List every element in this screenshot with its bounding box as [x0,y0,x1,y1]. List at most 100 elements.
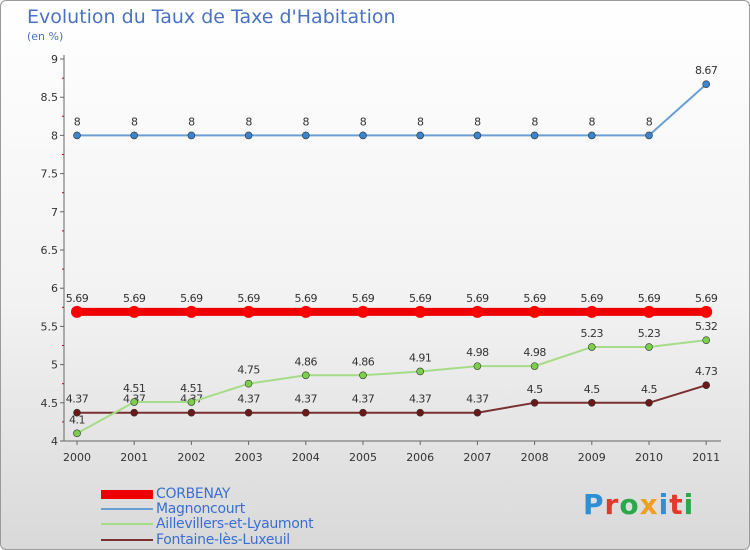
brand-letter: i [684,488,695,521]
data-point-fontaine-les-luxeuil [417,409,424,416]
data-point-corbenay [357,306,369,318]
data-point-fontaine-les-luxeuil [703,382,710,389]
data-point-magnoncourt [646,132,653,139]
brand-letter: P [583,488,605,521]
y-tick-label: 6.5 [41,244,59,257]
data-point-aillevillers-et-lyaumont [474,363,481,370]
y-tick-label: 8.5 [41,91,59,104]
data-point-magnoncourt [188,132,195,139]
data-point-aillevillers-et-lyaumont [531,363,538,370]
data-label-fontaine-les-luxeuil: 4.37 [237,393,260,406]
data-point-magnoncourt [245,132,252,139]
legend-swatch [101,490,153,499]
data-label-corbenay: 5.69 [581,292,604,305]
data-label-magnoncourt: 8 [589,115,596,128]
data-point-fontaine-les-luxeuil [646,399,653,406]
data-point-corbenay [700,306,712,318]
data-point-fontaine-les-luxeuil [588,399,595,406]
data-label-aillevillers-et-lyaumont: 4.86 [295,355,318,368]
data-point-aillevillers-et-lyaumont [360,372,367,379]
data-point-magnoncourt [588,132,595,139]
x-tick-label: 2005 [349,451,377,464]
data-point-magnoncourt [703,81,710,88]
x-tick-label: 2001 [120,451,148,464]
data-label-fontaine-les-luxeuil: 4.37 [66,393,89,406]
data-point-magnoncourt [131,132,138,139]
legend-label: Fontaine-lès-Luxeuil [156,532,290,548]
data-label-fontaine-les-luxeuil: 4.37 [295,393,318,406]
data-point-corbenay [243,306,255,318]
data-label-aillevillers-et-lyaumont: 4.98 [466,346,489,359]
data-point-corbenay [529,306,541,318]
data-label-magnoncourt: 8 [303,115,310,128]
y-tick-label: 5.5 [41,320,59,333]
x-tick-label: 2009 [578,451,606,464]
data-label-corbenay: 5.69 [638,292,661,305]
x-tick-label: 2004 [292,451,320,464]
data-label-aillevillers-et-lyaumont: 5.32 [695,320,718,333]
x-tick-label: 2006 [406,451,434,464]
data-point-fontaine-les-luxeuil [245,409,252,416]
data-point-aillevillers-et-lyaumont [588,344,595,351]
data-point-aillevillers-et-lyaumont [74,430,81,437]
data-point-fontaine-les-luxeuil [302,409,309,416]
data-label-corbenay: 5.69 [409,292,432,305]
brand-logo: Proxiti [583,488,694,521]
data-label-corbenay: 5.69 [180,292,203,305]
data-point-magnoncourt [531,132,538,139]
data-label-fontaine-les-luxeuil: 4.5 [527,383,543,396]
data-label-aillevillers-et-lyaumont: 4.75 [237,364,260,377]
y-tick-label: 5 [51,359,58,372]
legend-label: Aillevillers-et-Lyaumont [156,516,313,532]
data-label-aillevillers-et-lyaumont: 4.91 [409,351,432,364]
data-label-fontaine-les-luxeuil: 4.37 [352,393,375,406]
x-tick-label: 2007 [463,451,491,464]
legend-swatch [101,523,153,525]
data-point-fontaine-les-luxeuil [360,409,367,416]
data-point-fontaine-les-luxeuil [531,399,538,406]
data-label-corbenay: 5.69 [123,292,146,305]
data-label-aillevillers-et-lyaumont: 4.1 [69,413,85,426]
data-point-aillevillers-et-lyaumont [703,337,710,344]
data-point-aillevillers-et-lyaumont [131,399,138,406]
legend-swatch [101,539,153,541]
data-label-magnoncourt: 8 [417,115,424,128]
brand-letter: t [669,488,683,521]
x-tick-label: 2010 [635,451,663,464]
y-tick-label: 7 [51,206,58,219]
data-point-corbenay [414,306,426,318]
series-line-magnoncourt [77,84,706,135]
brand-letter: r [605,488,620,521]
data-label-magnoncourt: 8 [74,115,81,128]
x-tick-label: 2000 [63,451,91,464]
data-point-corbenay [71,306,83,318]
legend-label: Magnoncourt [156,501,245,517]
data-point-aillevillers-et-lyaumont [188,399,195,406]
data-label-fontaine-les-luxeuil: 4.5 [641,383,657,396]
legend-item: Fontaine-lès-Luxeuil [101,532,290,548]
data-point-magnoncourt [417,132,424,139]
data-label-magnoncourt: 8 [245,115,252,128]
legend-item: Magnoncourt [101,501,245,517]
data-point-corbenay [643,306,655,318]
legend-item: Aillevillers-et-Lyaumont [101,516,313,532]
y-tick-label: 4 [51,435,58,448]
y-tick-label: 8 [51,129,58,142]
y-tick-label: 6 [51,282,58,295]
x-tick-label: 2011 [692,451,720,464]
data-label-aillevillers-et-lyaumont: 5.23 [581,327,604,340]
data-point-fontaine-les-luxeuil [188,409,195,416]
y-tick-label: 4.5 [41,397,59,410]
data-point-aillevillers-et-lyaumont [245,380,252,387]
data-label-aillevillers-et-lyaumont: 4.51 [123,382,146,395]
series-line-aillevillers-et-lyaumont [77,340,706,433]
data-label-magnoncourt: 8 [531,115,538,128]
brand-letter: i [659,488,670,521]
series-line-fontaine-les-luxeuil [77,385,706,413]
data-point-fontaine-les-luxeuil [474,409,481,416]
data-label-corbenay: 5.69 [237,292,260,305]
x-tick-label: 2003 [235,451,263,464]
data-label-aillevillers-et-lyaumont: 5.23 [638,327,661,340]
data-point-magnoncourt [474,132,481,139]
data-point-corbenay [471,306,483,318]
